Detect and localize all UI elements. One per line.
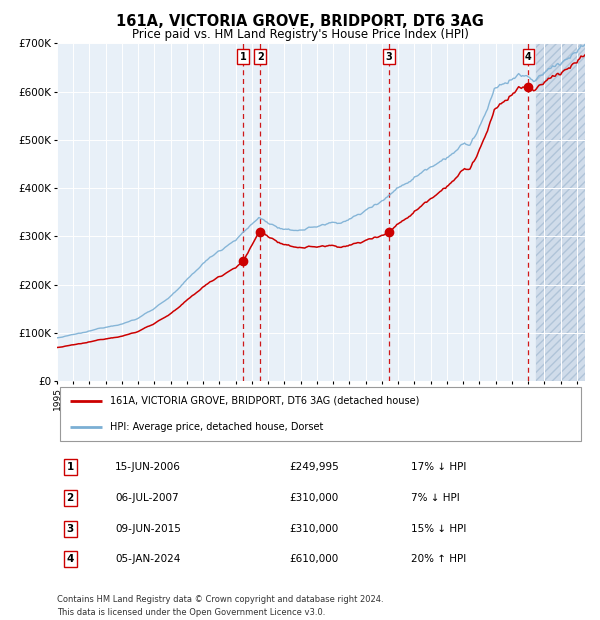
Text: 161A, VICTORIA GROVE, BRIDPORT, DT6 3AG (detached house): 161A, VICTORIA GROVE, BRIDPORT, DT6 3AG … bbox=[110, 396, 419, 406]
Text: 05-JAN-2024: 05-JAN-2024 bbox=[115, 554, 181, 564]
Text: 4: 4 bbox=[525, 52, 532, 62]
Text: £610,000: £610,000 bbox=[289, 554, 338, 564]
Text: This data is licensed under the Open Government Licence v3.0.: This data is licensed under the Open Gov… bbox=[57, 608, 325, 617]
Text: 2: 2 bbox=[67, 493, 74, 503]
Bar bbox=[536, 43, 585, 381]
Text: 161A, VICTORIA GROVE, BRIDPORT, DT6 3AG: 161A, VICTORIA GROVE, BRIDPORT, DT6 3AG bbox=[116, 14, 484, 29]
Text: 15-JUN-2006: 15-JUN-2006 bbox=[115, 463, 181, 472]
Text: 3: 3 bbox=[386, 52, 392, 62]
Text: 7% ↓ HPI: 7% ↓ HPI bbox=[411, 493, 460, 503]
Text: £249,995: £249,995 bbox=[289, 463, 339, 472]
Text: Contains HM Land Registry data © Crown copyright and database right 2024.: Contains HM Land Registry data © Crown c… bbox=[57, 595, 383, 604]
Text: Price paid vs. HM Land Registry's House Price Index (HPI): Price paid vs. HM Land Registry's House … bbox=[131, 29, 469, 41]
Bar bbox=[536, 43, 585, 381]
Text: 4: 4 bbox=[67, 554, 74, 564]
Text: 20% ↑ HPI: 20% ↑ HPI bbox=[411, 554, 466, 564]
Text: £310,000: £310,000 bbox=[289, 524, 338, 534]
FancyBboxPatch shape bbox=[59, 387, 581, 441]
Text: 3: 3 bbox=[67, 524, 74, 534]
Text: 2: 2 bbox=[257, 52, 263, 62]
Text: 1: 1 bbox=[239, 52, 247, 62]
Text: £310,000: £310,000 bbox=[289, 493, 338, 503]
Text: 09-JUN-2015: 09-JUN-2015 bbox=[115, 524, 181, 534]
Text: 1: 1 bbox=[67, 463, 74, 472]
Text: HPI: Average price, detached house, Dorset: HPI: Average price, detached house, Dors… bbox=[110, 422, 323, 432]
Text: 06-JUL-2007: 06-JUL-2007 bbox=[115, 493, 179, 503]
Text: 15% ↓ HPI: 15% ↓ HPI bbox=[411, 524, 466, 534]
Text: 17% ↓ HPI: 17% ↓ HPI bbox=[411, 463, 466, 472]
